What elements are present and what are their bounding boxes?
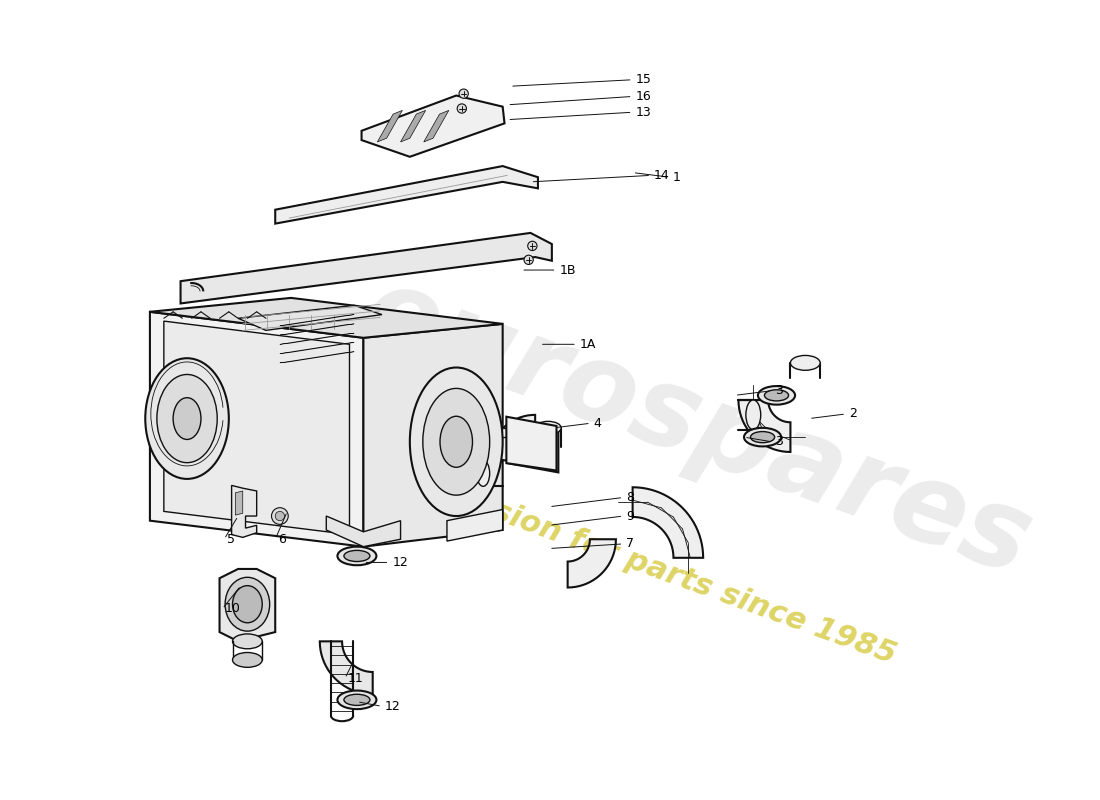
Ellipse shape bbox=[746, 400, 761, 430]
Polygon shape bbox=[490, 415, 535, 460]
Polygon shape bbox=[568, 539, 616, 587]
Polygon shape bbox=[150, 312, 363, 546]
Ellipse shape bbox=[440, 416, 473, 467]
Circle shape bbox=[528, 242, 537, 250]
Circle shape bbox=[272, 508, 288, 524]
Ellipse shape bbox=[232, 653, 262, 667]
Text: 11: 11 bbox=[348, 672, 363, 685]
Circle shape bbox=[459, 89, 469, 98]
Text: 16: 16 bbox=[636, 90, 651, 103]
Polygon shape bbox=[232, 486, 256, 538]
Ellipse shape bbox=[232, 586, 262, 622]
Text: 3: 3 bbox=[774, 384, 782, 398]
Text: 3: 3 bbox=[774, 435, 782, 448]
Circle shape bbox=[524, 255, 534, 265]
Polygon shape bbox=[164, 321, 350, 534]
Text: 9: 9 bbox=[626, 510, 634, 522]
Ellipse shape bbox=[226, 578, 270, 631]
Text: 15: 15 bbox=[636, 74, 651, 86]
Ellipse shape bbox=[338, 690, 376, 709]
Polygon shape bbox=[279, 333, 354, 344]
Ellipse shape bbox=[232, 634, 262, 649]
Text: 12: 12 bbox=[393, 556, 408, 569]
Text: eurospares: eurospares bbox=[349, 258, 1046, 598]
Ellipse shape bbox=[157, 374, 217, 462]
Polygon shape bbox=[279, 352, 354, 363]
Ellipse shape bbox=[476, 460, 490, 486]
Ellipse shape bbox=[344, 694, 370, 706]
Text: 10: 10 bbox=[226, 602, 241, 615]
Polygon shape bbox=[238, 306, 382, 330]
Ellipse shape bbox=[338, 546, 376, 566]
Ellipse shape bbox=[173, 398, 201, 439]
Ellipse shape bbox=[422, 388, 490, 495]
Polygon shape bbox=[738, 400, 791, 452]
Polygon shape bbox=[279, 314, 354, 326]
Ellipse shape bbox=[744, 428, 781, 446]
Text: a passion for parts since 1985: a passion for parts since 1985 bbox=[403, 465, 900, 670]
Polygon shape bbox=[632, 487, 703, 558]
Polygon shape bbox=[327, 516, 400, 546]
Polygon shape bbox=[362, 95, 505, 157]
Text: 1A: 1A bbox=[580, 338, 596, 351]
Polygon shape bbox=[220, 569, 275, 642]
Text: 7: 7 bbox=[626, 538, 634, 550]
Text: 8: 8 bbox=[626, 491, 634, 504]
Polygon shape bbox=[507, 418, 559, 473]
Polygon shape bbox=[447, 510, 503, 541]
Ellipse shape bbox=[535, 422, 561, 434]
Polygon shape bbox=[320, 642, 373, 694]
Text: 1: 1 bbox=[672, 170, 681, 184]
Polygon shape bbox=[279, 342, 354, 354]
Polygon shape bbox=[424, 110, 449, 142]
Text: 1B: 1B bbox=[559, 263, 575, 277]
Polygon shape bbox=[279, 324, 354, 335]
Circle shape bbox=[275, 511, 285, 521]
Text: 4: 4 bbox=[594, 417, 602, 430]
Text: 14: 14 bbox=[654, 169, 670, 182]
Polygon shape bbox=[275, 166, 538, 224]
Ellipse shape bbox=[145, 358, 229, 479]
Ellipse shape bbox=[410, 367, 503, 516]
Polygon shape bbox=[363, 324, 503, 546]
Polygon shape bbox=[506, 417, 557, 470]
Text: 13: 13 bbox=[636, 106, 651, 118]
Ellipse shape bbox=[344, 550, 370, 562]
Polygon shape bbox=[377, 110, 403, 142]
Ellipse shape bbox=[764, 390, 789, 401]
Text: 12: 12 bbox=[385, 700, 400, 713]
Polygon shape bbox=[400, 110, 426, 142]
Text: 6: 6 bbox=[278, 533, 286, 546]
Text: 2: 2 bbox=[849, 407, 857, 421]
Circle shape bbox=[458, 104, 466, 113]
Ellipse shape bbox=[750, 431, 774, 442]
Ellipse shape bbox=[758, 386, 795, 405]
Polygon shape bbox=[180, 233, 552, 303]
Ellipse shape bbox=[791, 355, 821, 370]
Text: 5: 5 bbox=[227, 533, 235, 546]
Polygon shape bbox=[150, 298, 503, 338]
Polygon shape bbox=[235, 491, 243, 515]
